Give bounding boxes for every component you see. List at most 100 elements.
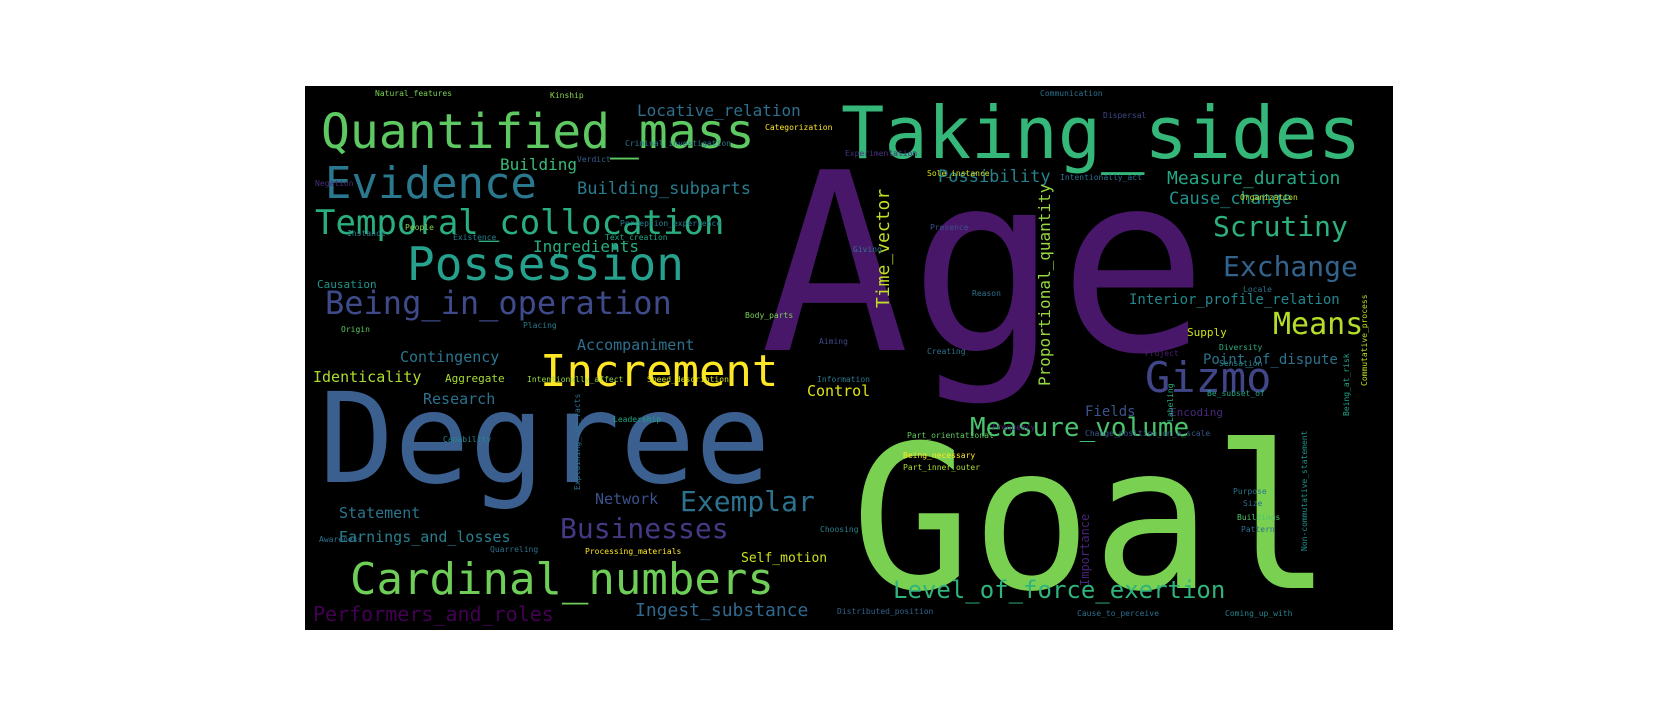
word-degree: Degree [319,367,771,512]
word-measure-duration: Measure_duration [1167,168,1340,189]
word-performers-and-roles: Performers_and_roles [313,602,554,626]
word-non-commutative-statement: Non-commutative_statement [1300,430,1309,551]
word-aggregate: Aggregate [445,372,505,385]
word-building-subparts: Building_subparts [577,179,751,199]
word-aiming: Aiming [819,337,848,346]
word-temporal-collocation: Temporal_collocation [315,203,724,243]
word-sensation: Sensation [1219,359,1263,368]
word-presence: Presence [930,223,969,232]
word-earnings-and-losses: Earnings_and_losses [339,528,511,546]
word-criminal-investigation: Criminal_investigation [625,139,731,148]
word-verdict: Verdict [577,155,611,164]
word-awareness: Awareness [319,535,363,544]
word-quantified-mass: Quantified_mass [321,104,754,160]
word-instance: Instance [347,229,386,238]
word-evidence: Evidence [325,158,537,209]
word-encoding: Encoding [1170,406,1223,419]
word-statement: Statement [339,504,420,522]
word-building: Building [500,155,577,174]
word-placing: Placing [523,321,557,330]
word-being-in-operation: Being_in_operation [325,284,672,322]
word-perception-experience: Perception_experience [620,219,721,228]
word-possibility: Possibility [938,167,1051,187]
word-ingest-substance: Ingest_substance [635,600,808,621]
word-body-parts: Body_parts [745,311,793,320]
word-contingency: Contingency [400,348,499,366]
word-part-orientational: Part_orientational [907,431,994,440]
word-research: Research [423,390,495,408]
word-exemplar: Exemplar [680,485,815,518]
word-supply: Supply [1187,326,1227,339]
word-interior-profile-relation: Interior_profile_relation [1129,292,1340,308]
word-network: Network [595,490,658,508]
word-kinship: Kinship [550,91,584,100]
word-people: People [405,223,434,232]
word-communication: Communication [1040,89,1103,98]
word-frequency: Frequency [992,423,1036,432]
word-goal: Goal [851,403,1333,630]
word-leadership: Leadership [613,415,661,424]
word-self-motion: Self_motion [741,551,827,566]
word-processing-materials: Processing_materials [585,547,682,556]
word-labeling: Labeling [1166,383,1175,422]
word-pattern: Pattern [1241,525,1275,534]
word-cause-to-perceive: Cause_to_perceive [1077,609,1159,618]
word-negation: Negation [315,179,354,188]
word-quarreling: Quarreling [490,545,538,554]
word-intentionally-act: Intentionally_act [1060,173,1142,182]
word-locale: Locale [1243,285,1272,294]
word-part-inner-outer: Part_inner_outer [903,463,980,472]
word-distributed-position: Distributed_position [837,607,934,616]
word-speed-description: Speed_description [647,375,729,384]
word-natural-features: Natural_features [375,89,452,98]
word-explaining-the-facts: Explaining_the_facts [573,393,582,490]
word-locative-relation: Locative_relation [637,101,801,120]
word-scrutiny: Scrutiny [1213,210,1348,243]
word-cause-change: Cause_change [1169,189,1292,209]
word-information: Information [817,375,870,384]
word-buildings: Buildings [1237,513,1281,522]
word-possession: Possession [407,237,684,291]
word-project: Project [1145,349,1179,358]
word-age: Age [760,121,1208,409]
word-gizmo: Gizmo [1145,353,1271,402]
word-capability: Capability [443,435,491,444]
word-accompaniment: Accompaniment [577,336,694,354]
word-sole-instance: Sole_instance [927,169,990,178]
word-intentionally-affect: Intentionally_affect [527,375,624,384]
word-change-position-on-a-scale: Change_position_on_a_scale [1085,429,1210,438]
word-organization: Organization [1240,193,1298,202]
word-identicality: Identicality [313,368,421,386]
word-businesses: Businesses [560,512,729,545]
word-coming-up-with: Coming_up_with [1225,609,1293,618]
word-size: Size [1243,499,1262,508]
word-text-creation: Text_creation [605,233,668,242]
word-purpose: Purpose [1233,487,1267,496]
word-ingredients: Ingredients [533,237,639,256]
word-creating: Creating [927,347,966,356]
word-level-of-force-exertion: Level_of_force_exertion [893,576,1225,604]
word-control: Control [807,382,870,400]
word-reason: Reason [972,289,1001,298]
word-categorization: Categorization [765,123,833,132]
word-commutative-process: Commutative_process [1360,294,1369,386]
word-diversity: Diversity [1219,343,1263,352]
word-causation: Causation [317,278,377,291]
word-being-at-risk: Being_at_risk [1342,353,1351,416]
word-increment: Increment [540,346,778,397]
word-exchange: Exchange [1223,250,1358,283]
word-time-vector: Time_vector [873,189,894,308]
word-existence: Existence [453,233,497,242]
word-choosing: Choosing [820,525,859,534]
word-taking-sides: Taking_sides [841,91,1361,175]
word-experimentation: Experimentation [845,149,917,158]
word-giving: Giving [853,245,882,254]
word-measure-volume: Measure_volume [970,413,1189,443]
word-cardinal-numbers: Cardinal_numbers [350,554,774,605]
word-dispersal: Dispersal [1103,111,1147,120]
word-means: Means [1273,307,1363,342]
word-being-necessary: Being_necessary [903,451,975,460]
word-fields: Fields [1085,404,1136,420]
